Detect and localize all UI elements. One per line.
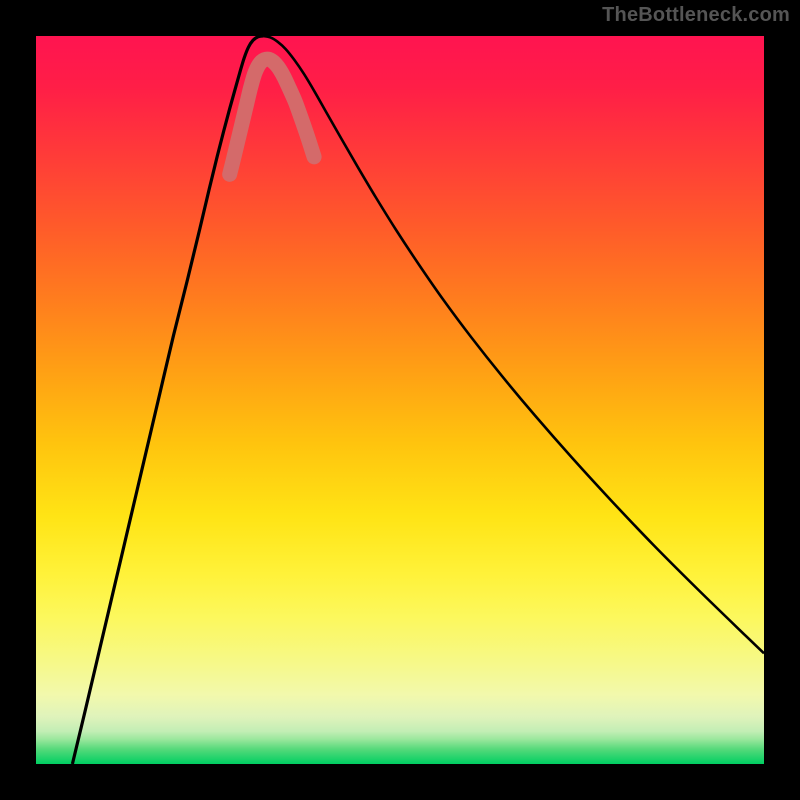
chart-frame: TheBottleneck.com [0,0,800,800]
curve-layer [36,36,764,764]
valley-marker [230,59,314,174]
plot-area [36,36,764,764]
curve-right [263,36,764,653]
watermark-text: TheBottleneck.com [602,4,790,27]
